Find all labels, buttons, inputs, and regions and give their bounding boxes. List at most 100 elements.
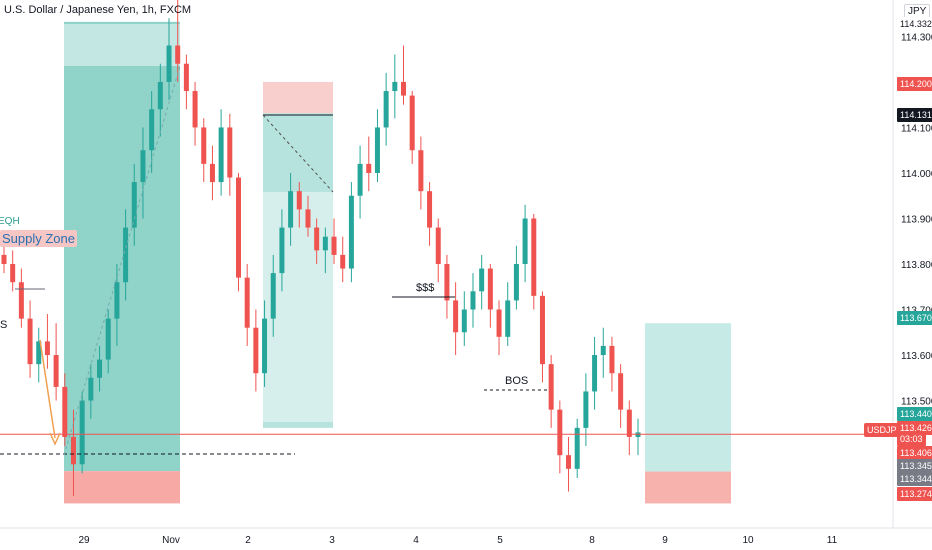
x-tick-label: 10 [742, 535, 754, 546]
y-tick-label: 114.000 [901, 169, 932, 180]
y-tick-label: 113.500 [901, 397, 932, 408]
zone-stop [645, 471, 731, 504]
candle-body [618, 373, 624, 410]
candle-body [322, 236, 328, 251]
candle-body [201, 127, 207, 164]
candle-body [479, 268, 485, 292]
price-tag: 114.200 [897, 77, 932, 91]
candle-body [166, 45, 172, 82]
candle-body [366, 163, 372, 173]
trend-dashed-long [63, 65, 181, 456]
candle-body [548, 364, 554, 410]
candle-body [583, 391, 589, 428]
candle-body [53, 355, 59, 387]
candle-body [453, 300, 459, 333]
x-tick-label: 2 [245, 535, 251, 546]
candle-body [279, 227, 285, 274]
candle-body [44, 341, 50, 356]
candle-body [487, 268, 493, 310]
eqh-label: EQH [0, 216, 20, 227]
candle-body [88, 377, 94, 401]
time-axis[interactable]: 29 Nov 2 3 4 5 8 9 10 11 [0, 527, 932, 550]
zone-stop [263, 81, 333, 114]
candle-body [435, 227, 441, 264]
candle-body [592, 355, 598, 392]
candle-body [253, 327, 259, 374]
candle-body [348, 195, 354, 269]
candle-body [496, 309, 502, 337]
candle-body [192, 91, 198, 128]
candle-body [288, 191, 294, 228]
candle-body [418, 150, 424, 192]
y-tick-label: 113.800 [901, 260, 932, 271]
candle-body [505, 300, 511, 337]
candle-body [626, 409, 632, 437]
price-tag: 113.440 [897, 407, 932, 421]
zone-stop [64, 471, 180, 504]
y-tick-label: 114.100 [901, 123, 932, 134]
zone-target [645, 323, 731, 472]
candle-body [574, 427, 580, 469]
chart-title: U.S. Dollar / Japanese Yen, 1h, FXCM [4, 4, 192, 16]
x-tick-label: 9 [662, 535, 668, 546]
candle-body [557, 409, 563, 456]
candle-body [270, 273, 276, 319]
price-tag: 113.670 [897, 311, 932, 325]
candle-body [1, 254, 7, 264]
symbol-tag: USDJPY [864, 423, 906, 437]
x-tick-label: 8 [589, 535, 595, 546]
candle-body [105, 318, 111, 360]
candle-body [244, 277, 250, 328]
candle-body [374, 127, 380, 173]
candle-body [218, 127, 224, 183]
x-tick-label: Nov [162, 535, 180, 546]
candle-body [513, 264, 519, 301]
time-axis-bg [0, 528, 932, 550]
candle-body [531, 218, 537, 296]
candlestick-series [1, 0, 641, 497]
candle-body [27, 318, 33, 365]
candle-body [444, 264, 450, 301]
trend-dashed [262, 114, 334, 193]
candle-body [609, 345, 615, 374]
candle-body [461, 309, 467, 333]
candle-body [114, 282, 120, 319]
candle-body [175, 45, 181, 64]
candle-body [262, 318, 268, 374]
price-tag: 113.344 [897, 472, 932, 486]
candle-body [305, 209, 311, 228]
candle-body [209, 163, 215, 183]
y-tick-label: 113.900 [901, 214, 932, 225]
price-tag: 113.274 [897, 487, 932, 501]
candle-body [340, 254, 346, 269]
candle-body [522, 218, 528, 264]
candle-body [140, 150, 146, 183]
x-tick-label: 4 [413, 535, 419, 546]
x-tick-label: 11 [827, 535, 838, 546]
candle-body [470, 291, 476, 310]
candle-body [427, 191, 433, 228]
candle-body [235, 177, 241, 278]
candle-body [149, 109, 155, 151]
candle-body [18, 282, 24, 319]
price-tag: 03:03 [897, 432, 926, 446]
candle-body [539, 295, 545, 365]
bos-label: BOS [505, 375, 529, 387]
y-tick-label: 113.600 [901, 351, 932, 362]
x-tick-label: 29 [78, 535, 90, 546]
zone-long-top [64, 24, 180, 66]
price-tag: 113.406 [897, 446, 932, 460]
candle-body [296, 191, 302, 210]
candle-body [70, 436, 76, 465]
candle-body [314, 227, 320, 251]
candle-body [10, 264, 16, 283]
candle-body [131, 182, 137, 228]
price-tag: 114.131 [897, 108, 932, 122]
candle-body [227, 127, 233, 178]
candle-body [123, 227, 129, 283]
candle-body [383, 91, 389, 128]
candle-body [392, 81, 398, 92]
candle-body [97, 359, 103, 378]
price-tag: 113.345 [897, 459, 932, 473]
